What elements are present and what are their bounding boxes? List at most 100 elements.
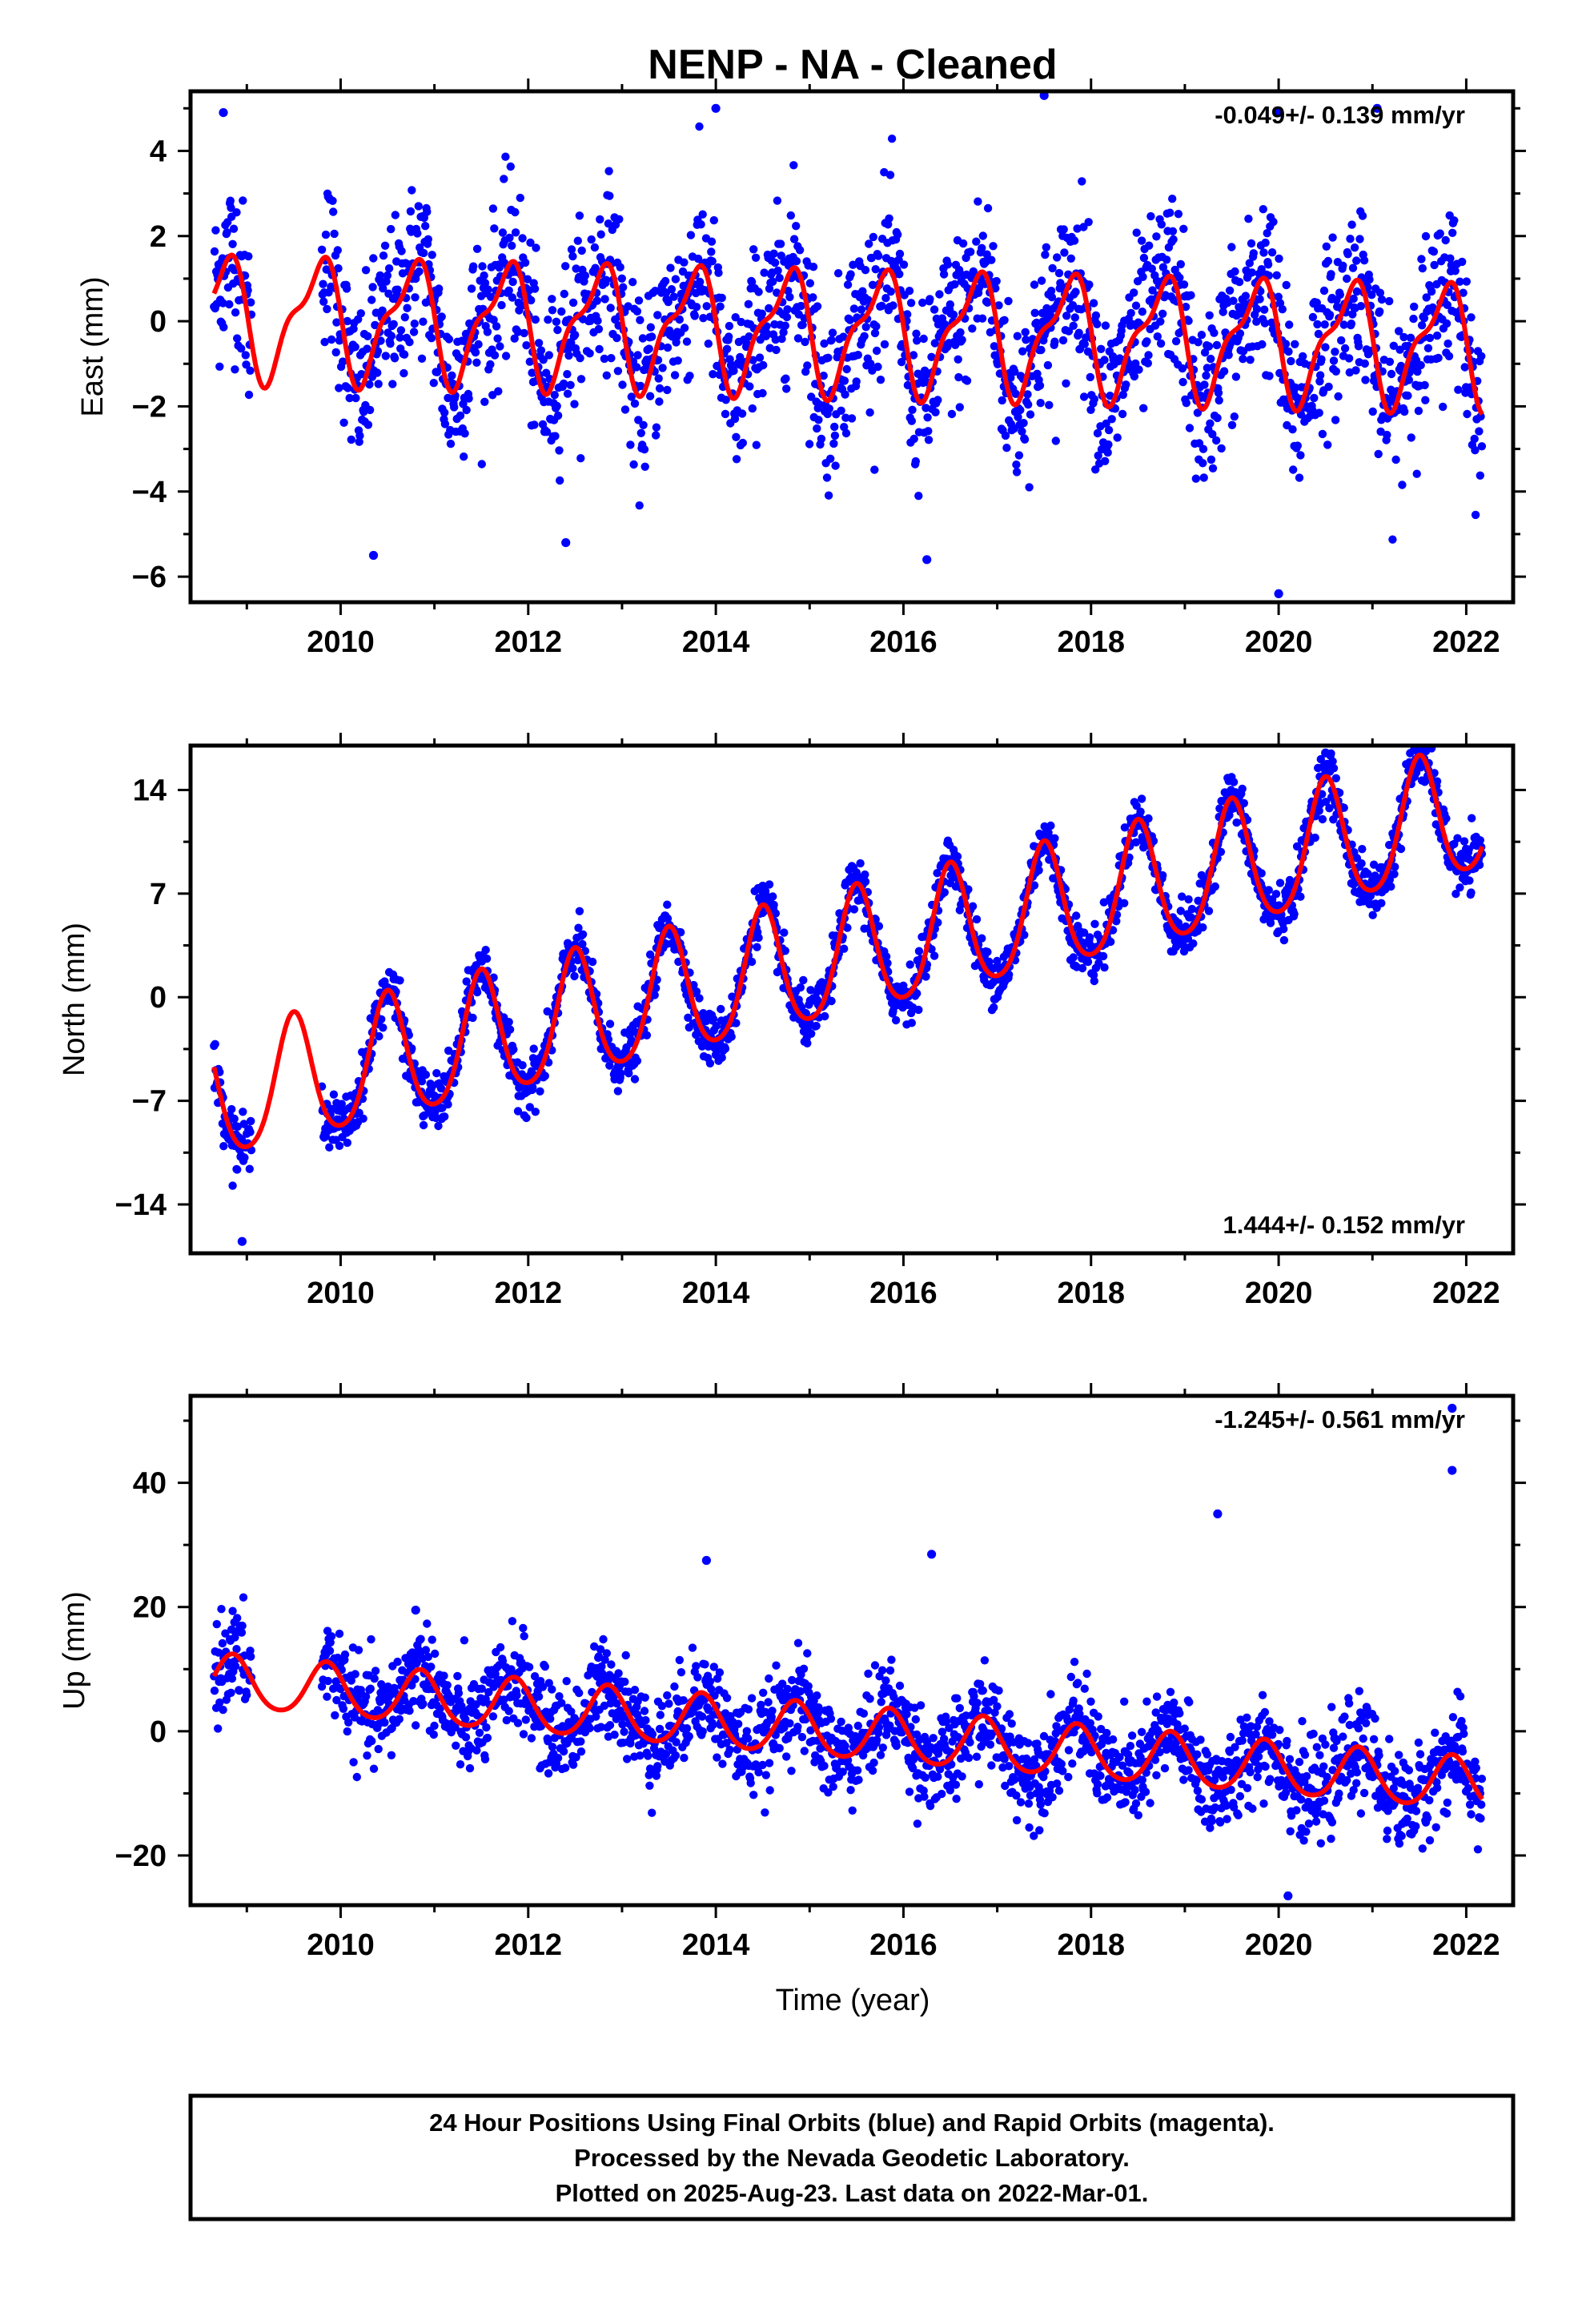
data-point [870, 328, 880, 338]
data-point [578, 930, 588, 939]
data-point [605, 1019, 615, 1028]
data-point [885, 171, 895, 179]
data-point [745, 382, 754, 391]
data-point [1134, 365, 1143, 374]
data-point [1388, 535, 1397, 544]
data-point [246, 1128, 255, 1136]
data-point [1252, 317, 1261, 326]
y-tick-label: 4 [150, 135, 167, 168]
data-point [323, 304, 331, 314]
data-point [416, 1634, 425, 1643]
data-point [544, 1737, 552, 1746]
data-point [331, 348, 340, 357]
data-point [427, 334, 436, 343]
data-point [1271, 890, 1281, 899]
data-point [1018, 347, 1027, 356]
data-point [769, 900, 778, 910]
data-point [1259, 205, 1268, 214]
data-point [812, 1021, 821, 1031]
data-point [822, 473, 832, 482]
data-point [849, 260, 857, 269]
data-point [789, 161, 798, 170]
data-point [451, 1723, 460, 1732]
outlier-point [1321, 748, 1331, 758]
data-point [972, 915, 982, 924]
data-point [1460, 363, 1469, 372]
data-point [732, 432, 741, 441]
data-point [1046, 821, 1055, 830]
data-point [521, 1715, 530, 1724]
data-point [363, 332, 372, 340]
data-point [1459, 288, 1468, 297]
data-point [721, 396, 730, 404]
data-point [351, 1670, 359, 1679]
data-point [861, 877, 870, 887]
data-point [229, 224, 239, 233]
data-point [1186, 291, 1195, 300]
data-point [765, 880, 774, 889]
data-point [600, 1655, 609, 1664]
data-point [1288, 425, 1297, 434]
data-point [793, 334, 803, 343]
data-point [616, 263, 624, 271]
data-point [1456, 277, 1464, 286]
data-point [954, 372, 963, 382]
data-point [1086, 372, 1095, 382]
data-point [636, 381, 645, 391]
data-point [612, 1047, 620, 1055]
data-point [1205, 311, 1214, 320]
data-point [924, 436, 934, 444]
data-point [548, 1685, 556, 1694]
east-frame [188, 89, 1516, 605]
data-point [866, 360, 875, 368]
x-tick-label: 2018 [1057, 625, 1125, 659]
data-point [903, 380, 913, 390]
data-point [359, 1114, 367, 1124]
data-point [427, 1663, 436, 1671]
data-point [820, 339, 829, 348]
data-point [602, 1649, 611, 1658]
data-point [444, 1100, 452, 1109]
data-point [914, 947, 924, 955]
data-point [339, 418, 348, 427]
data-point [508, 293, 517, 302]
data-point [522, 1113, 531, 1123]
data-point [618, 1720, 627, 1729]
data-point [841, 390, 849, 399]
data-point [738, 438, 747, 448]
data-point [727, 1032, 736, 1041]
data-point [947, 409, 957, 419]
data-point [462, 405, 471, 415]
data-point [1054, 268, 1064, 278]
data-point [1363, 869, 1372, 879]
data-point [630, 399, 640, 408]
data-point [1347, 220, 1356, 229]
data-point [825, 404, 834, 413]
data-point [630, 1075, 640, 1084]
data-point [918, 298, 927, 308]
data-point [1085, 280, 1094, 289]
data-point [754, 933, 763, 943]
data-point [1296, 451, 1305, 460]
data-point [840, 423, 849, 432]
data-point [1453, 834, 1462, 842]
north-model-line [211, 752, 1485, 1150]
data-point [462, 977, 471, 986]
east-panel: 2010 2012 2014 2016 2018 2020 2022−6−4−2024Eas… [76, 78, 1526, 659]
data-point [373, 1706, 383, 1715]
data-point [351, 343, 359, 352]
data-point [389, 320, 398, 328]
data-point [1012, 468, 1022, 476]
data-point [594, 1652, 604, 1661]
data-point [1289, 465, 1298, 474]
data-point [1267, 248, 1277, 257]
east-rate-label: -0.049+/- 0.139 mm/yr [1215, 101, 1465, 129]
data-point [648, 332, 656, 341]
data-point [568, 1760, 578, 1769]
data-point [245, 1164, 254, 1173]
data-point [783, 305, 792, 314]
data-point [1194, 338, 1203, 347]
data-point [1189, 939, 1198, 948]
data-point [363, 420, 373, 429]
data-point [585, 349, 594, 358]
